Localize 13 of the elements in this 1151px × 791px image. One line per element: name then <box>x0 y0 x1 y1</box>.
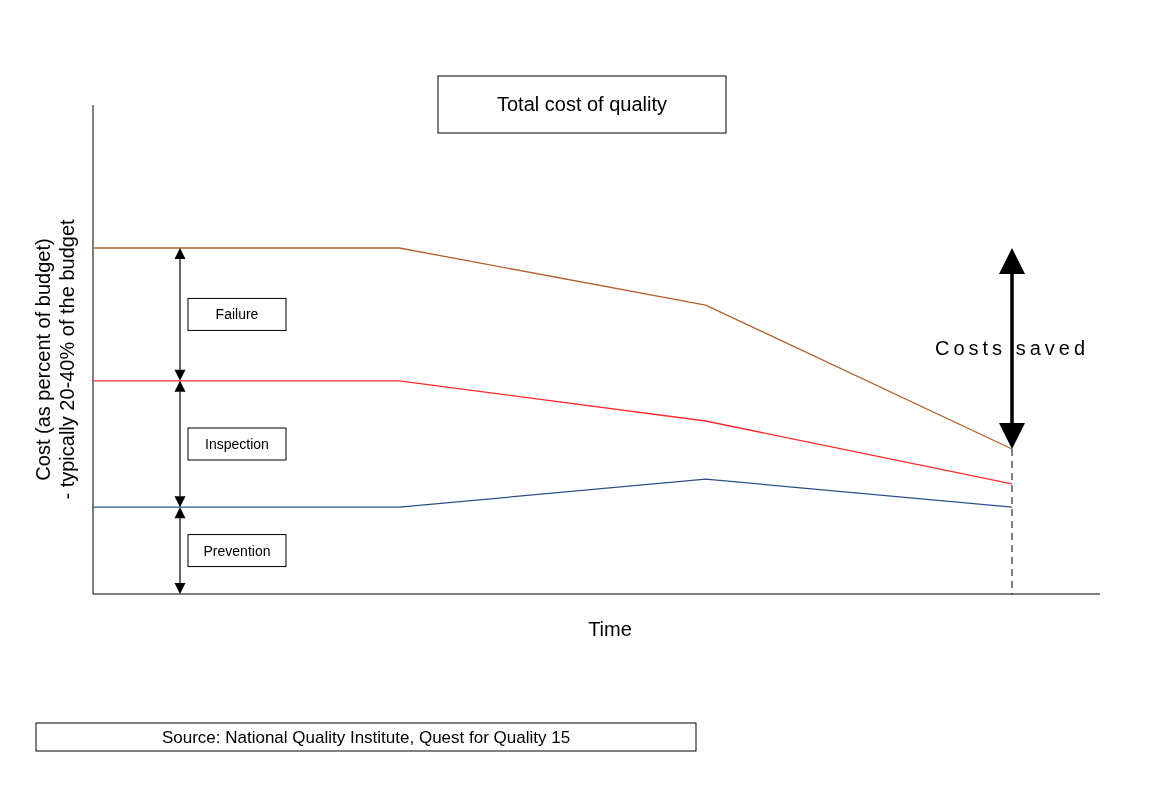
annotation: Costs saved <box>934 337 1090 359</box>
title-box: Total cost of quality <box>437 75 727 134</box>
label-box: Inspection <box>187 427 287 461</box>
source-box: Source: National Quality Institute, Quest for Quality 15 <box>35 722 697 752</box>
label-box: Prevention <box>187 534 287 568</box>
chart-title: Total cost of quality <box>496 93 668 115</box>
annotation: Inspection <box>205 436 269 453</box>
x-axis-title: Time <box>588 618 632 640</box>
annotation: Prevention <box>203 542 271 559</box>
y-axis-title: Cost (as percent of budget) - typically 20-40% of the budget <box>32 218 78 500</box>
label-box: Failure <box>187 297 287 331</box>
source-note: Source: National Quality Institute, Quest for Quality 15 <box>161 728 571 747</box>
annotation: Failure <box>215 306 259 323</box>
